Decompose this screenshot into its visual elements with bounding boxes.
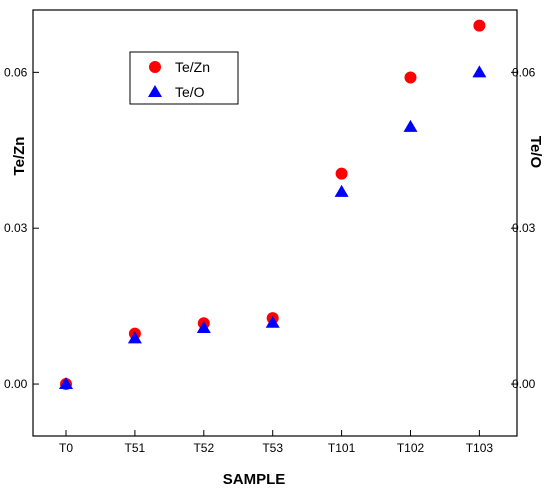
y-tick-right-label: 0.03 [512,221,536,235]
te-o-point [265,315,280,328]
x-tick-label: T103 [466,441,494,455]
te-zn-point [473,19,486,32]
te-o-point [127,331,142,344]
te-zn-point [404,71,417,84]
legend-marker-te-o [148,85,162,97]
x-tick-label: T51 [125,441,146,455]
x-tick-label: T52 [193,441,214,455]
y-tick-left-label: 0.06 [4,65,28,79]
y-tick-left-label: 0.00 [4,377,28,391]
legend-label-te-o: Te/O [175,84,205,100]
x-tick-label: T101 [328,441,356,455]
x-tick-label: T102 [397,441,425,455]
y-axis-right-title: Te/O [527,136,544,169]
y-axis-left-title: Te/Zn [11,137,28,176]
y-tick-right-label: 0.00 [512,377,536,391]
y-tick-right-label: 0.06 [512,65,536,79]
legend-marker-te-zn [149,61,161,73]
te-o-point [59,377,73,390]
marks-layer [59,19,487,391]
ticks-layer: 0.00 0.00 0.03 0.03 0.06 0.06 T0 T51 T52 T53 T101 T… [4,65,536,455]
legend-label-te-zn: Te/Zn [175,59,210,75]
legend: Te/Zn Te/O [129,51,239,105]
te-o-point [196,320,211,333]
y-tick-left-label: 0.03 [4,221,28,235]
x-tick-label: T0 [59,441,73,455]
x-axis-title: SAMPLE [223,471,286,488]
te-o-point [472,65,487,78]
te-zn-point [335,167,348,180]
te-o-point [334,184,349,197]
plot-area-frame [32,9,518,437]
x-tick-label: T53 [262,441,283,455]
legend-box [129,51,239,105]
te-o-point [403,119,418,132]
